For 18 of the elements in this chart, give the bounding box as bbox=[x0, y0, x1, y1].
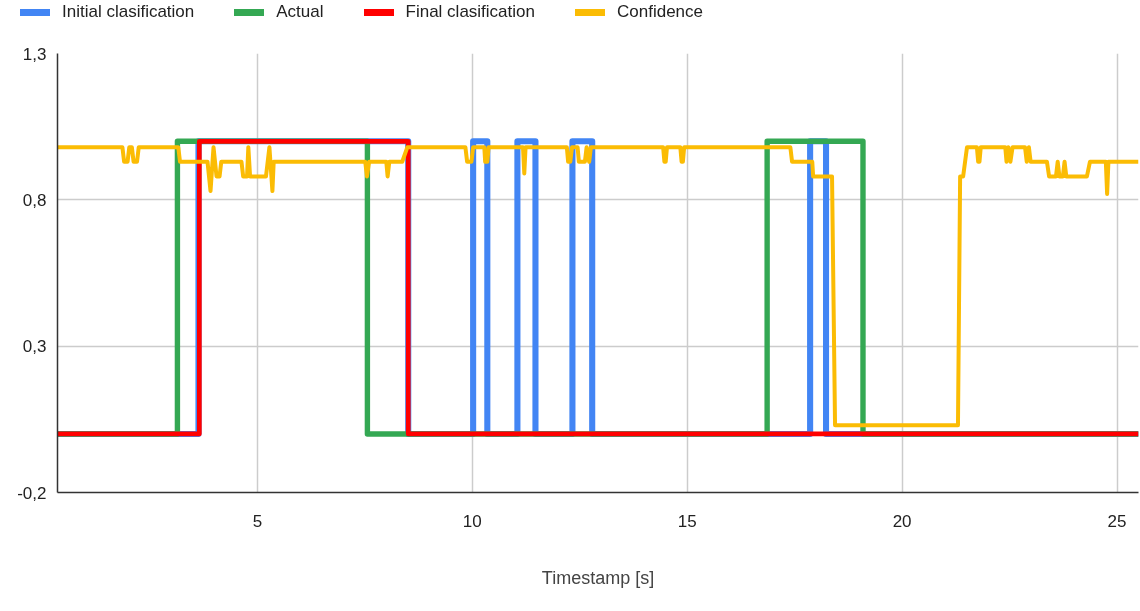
y-tick-label: 0,8 bbox=[22, 190, 47, 210]
x-axis-title: Timestamp [s] bbox=[541, 567, 655, 588]
legend-item: Confidence bbox=[575, 0, 703, 25]
y-tick-label: 0,3 bbox=[22, 337, 47, 357]
y-tick-label: -0,2 bbox=[17, 483, 47, 503]
x-tick-label: 15 bbox=[677, 511, 697, 531]
x-tick-label: 20 bbox=[892, 511, 912, 531]
x-tick-label: 5 bbox=[252, 511, 263, 531]
legend-label: Final clasification bbox=[405, 1, 535, 23]
legend-item: Final clasification bbox=[363, 0, 535, 25]
x-tick-label: 10 bbox=[462, 511, 482, 531]
y-tick-label: 1,3 bbox=[22, 44, 47, 64]
legend-label: Initial clasification bbox=[62, 1, 195, 23]
legend-item: Actual bbox=[234, 0, 324, 25]
legend-item: Initial clasification bbox=[20, 0, 195, 25]
legend-label: Actual bbox=[276, 1, 324, 23]
x-tick-label: 25 bbox=[1107, 511, 1127, 531]
legend-label: Confidence bbox=[616, 1, 703, 23]
